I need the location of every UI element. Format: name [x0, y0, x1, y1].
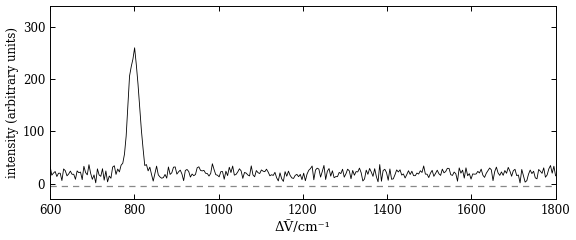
Y-axis label: intensity (arbitrary units): intensity (arbitrary units)	[6, 27, 18, 178]
X-axis label: ΔṼ/cm⁻¹: ΔṼ/cm⁻¹	[275, 222, 331, 234]
